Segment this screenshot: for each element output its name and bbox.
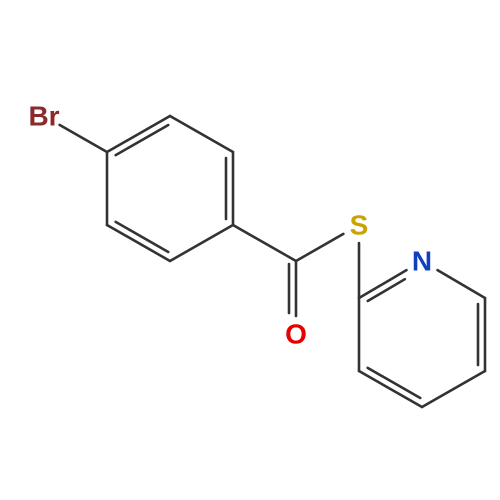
atom-label-O: O — [285, 319, 307, 350]
bond-N-p6 — [438, 270, 485, 298]
bond-b1-b2-inner — [116, 125, 169, 155]
atoms-layer: Br O S N — [28, 101, 432, 350]
bond-p4-p3 — [359, 371, 422, 407]
atom-label-N: N — [412, 246, 432, 277]
atom-label-S: S — [350, 210, 369, 241]
bond-b4-cC — [233, 225, 296, 261]
molecule-diagram: Br O S N — [0, 0, 500, 500]
bond-p2-N — [359, 270, 406, 298]
bond-b5-b6 — [107, 225, 170, 261]
bond-b5-b6-inner — [116, 222, 169, 252]
bond-b1-b2 — [107, 116, 170, 152]
bond-b4-b5 — [170, 225, 233, 261]
bond-b2-b3 — [170, 116, 233, 152]
bond-Br-b1 — [60, 125, 107, 152]
bond-p4-p3-inner — [368, 368, 421, 398]
atom-label-Br: Br — [28, 101, 59, 132]
bond-p5-p4 — [422, 371, 485, 407]
bond-cC-S — [296, 234, 343, 261]
